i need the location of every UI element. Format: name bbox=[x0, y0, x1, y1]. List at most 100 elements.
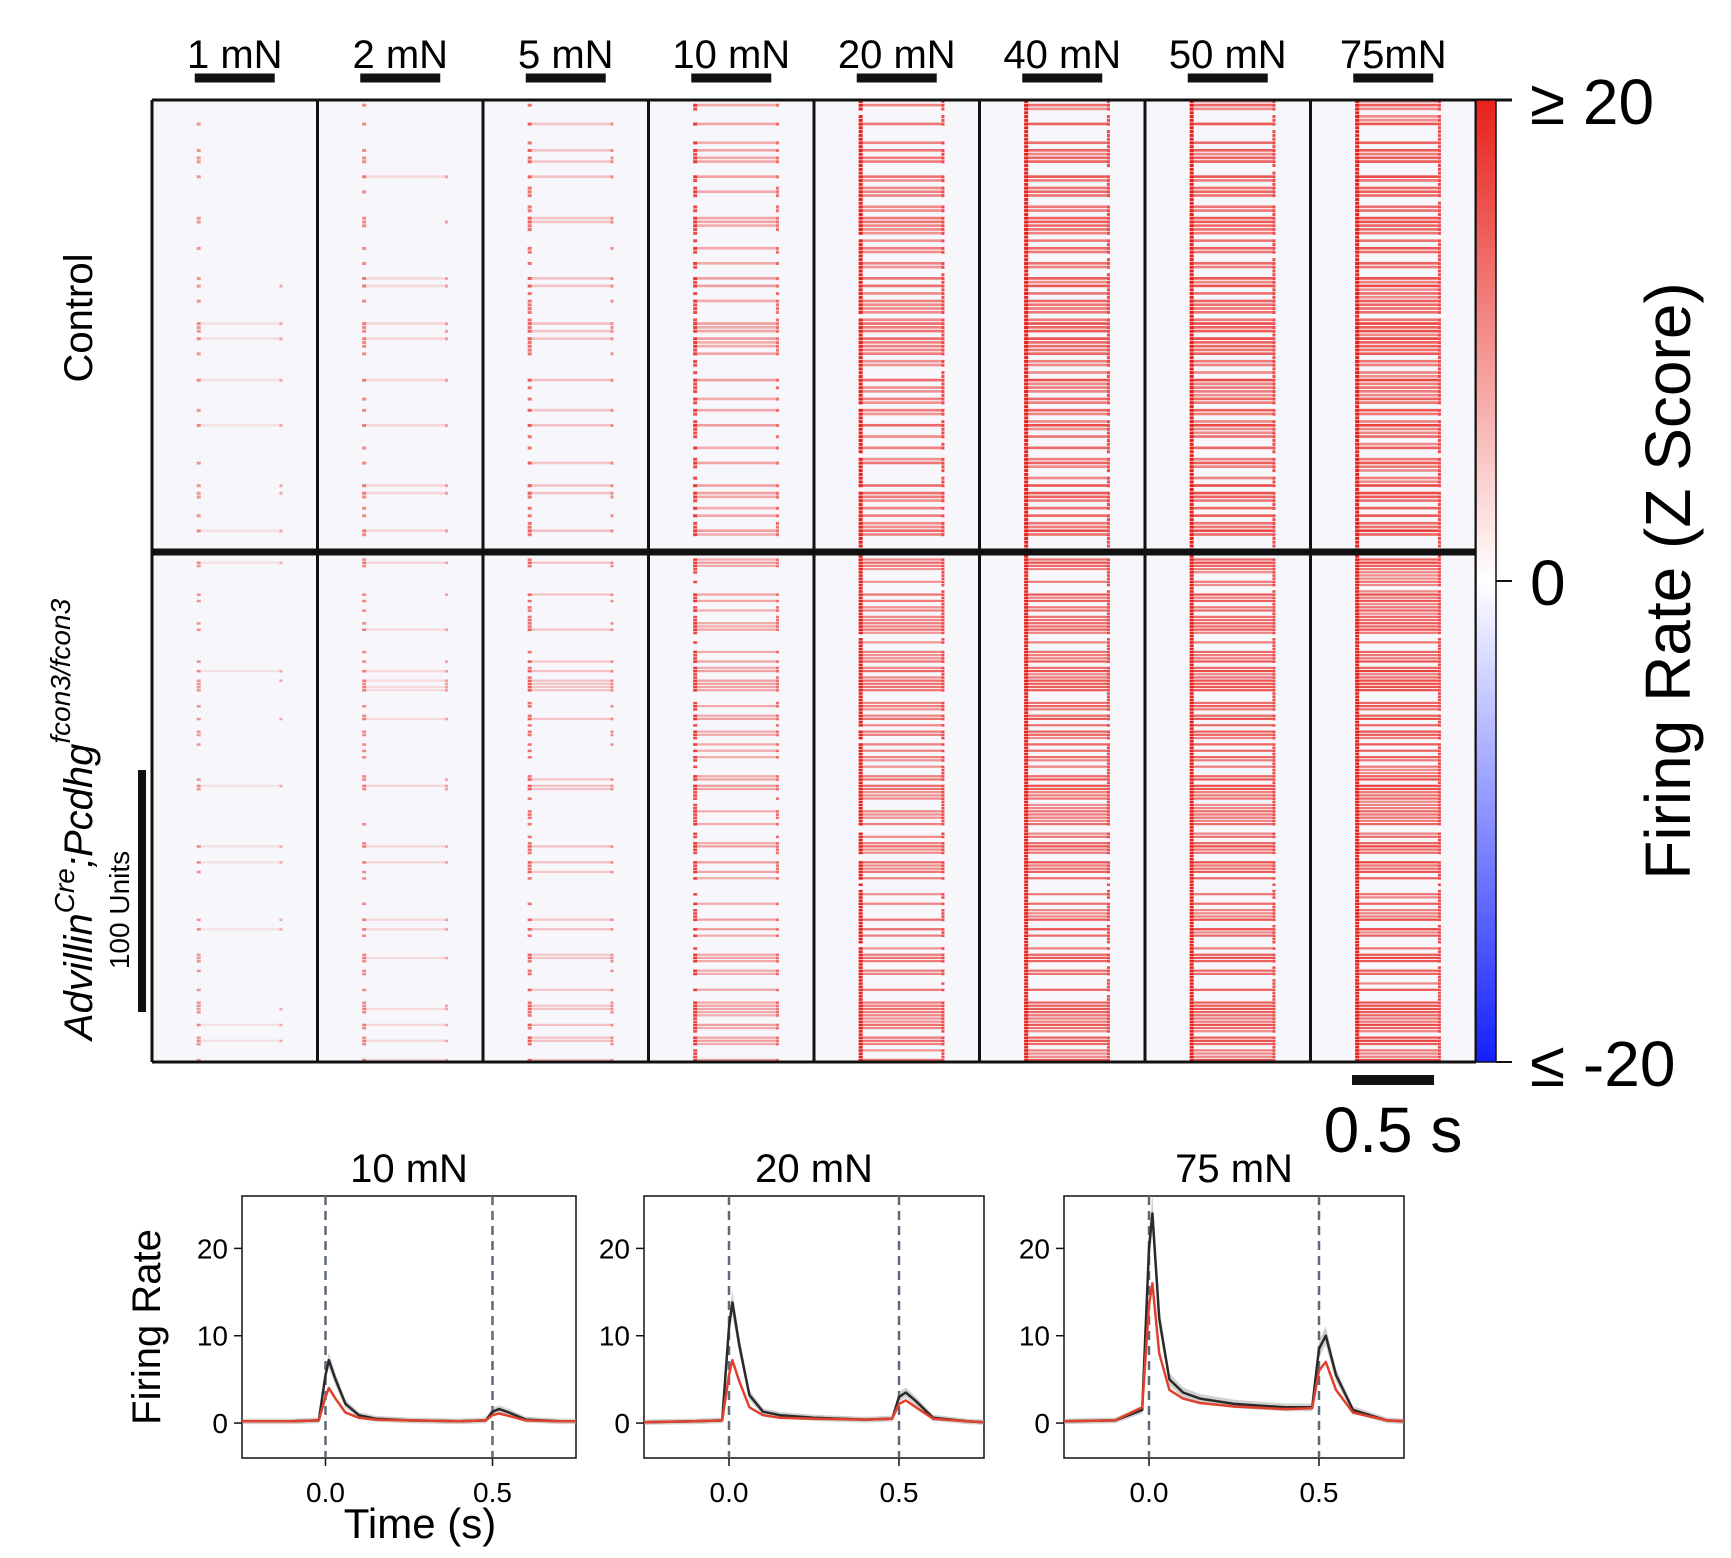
onset-mark bbox=[693, 988, 698, 992]
offset-mark bbox=[1106, 771, 1110, 775]
onset-mark bbox=[1024, 374, 1029, 378]
offset-mark bbox=[610, 660, 614, 663]
offset-mark bbox=[941, 724, 945, 727]
sustained-mark bbox=[1189, 1058, 1273, 1062]
offset-mark bbox=[775, 307, 779, 311]
offset-mark bbox=[941, 295, 945, 299]
offset-mark bbox=[1437, 231, 1441, 235]
onset-mark bbox=[693, 730, 698, 734]
offset-mark bbox=[775, 484, 779, 488]
sustained-mark bbox=[1355, 326, 1438, 329]
onset-mark bbox=[693, 533, 698, 537]
offset-mark bbox=[941, 934, 945, 938]
sustained-mark bbox=[1189, 561, 1273, 564]
offset-mark bbox=[444, 175, 448, 179]
onset-mark bbox=[196, 593, 201, 596]
offset-mark bbox=[775, 606, 779, 609]
sustained-mark bbox=[1189, 953, 1273, 956]
onset-mark bbox=[527, 842, 532, 845]
offset-mark bbox=[1106, 348, 1110, 352]
onset-mark bbox=[1024, 638, 1029, 641]
onset-mark bbox=[527, 408, 532, 412]
offset-mark bbox=[775, 220, 779, 224]
offset-mark bbox=[1272, 239, 1276, 243]
offset-mark bbox=[1106, 544, 1110, 548]
offset-mark bbox=[1437, 1052, 1441, 1055]
onset-mark bbox=[196, 784, 201, 788]
onset-mark bbox=[1024, 115, 1029, 119]
sustained-mark bbox=[858, 1042, 942, 1046]
offset-mark bbox=[1272, 265, 1276, 269]
offset-mark bbox=[941, 787, 945, 791]
onset-mark bbox=[1024, 439, 1029, 443]
onset-mark bbox=[693, 322, 698, 326]
onset-mark bbox=[1024, 130, 1029, 134]
offset-mark bbox=[1106, 558, 1110, 561]
offset-mark bbox=[1437, 644, 1441, 647]
offset-mark bbox=[1437, 540, 1441, 544]
offset-mark bbox=[1272, 269, 1276, 273]
sustained-mark bbox=[196, 529, 280, 533]
sustained-mark bbox=[858, 1011, 942, 1014]
onset-mark bbox=[1189, 921, 1194, 925]
offset-mark bbox=[1106, 650, 1110, 654]
onset-mark bbox=[858, 698, 863, 702]
onset-mark bbox=[858, 893, 863, 896]
sustained-mark bbox=[858, 310, 942, 314]
heatmap-panel-0-1 bbox=[317, 100, 483, 552]
onset-mark bbox=[1355, 998, 1360, 1001]
offset-mark bbox=[1437, 657, 1441, 660]
sustained-mark bbox=[362, 669, 445, 673]
onset-mark bbox=[858, 499, 863, 503]
onset-mark bbox=[693, 657, 698, 660]
sustained-mark bbox=[1189, 175, 1273, 178]
sustained-mark bbox=[362, 484, 445, 487]
offset-mark bbox=[941, 705, 945, 708]
onset-mark bbox=[362, 682, 367, 686]
onset-mark bbox=[196, 564, 201, 568]
offset-mark bbox=[1106, 625, 1110, 628]
onset-mark bbox=[693, 292, 698, 296]
offset-mark bbox=[610, 1058, 614, 1062]
sustained-mark bbox=[1189, 216, 1273, 220]
sustained-mark bbox=[858, 484, 942, 487]
offset-mark bbox=[941, 484, 945, 488]
sustained-mark bbox=[1355, 791, 1438, 794]
onset-mark bbox=[693, 1007, 698, 1011]
offset-mark bbox=[941, 564, 945, 568]
sustained-mark bbox=[1355, 845, 1438, 848]
onset-mark bbox=[196, 1039, 201, 1043]
onset-mark bbox=[362, 1007, 367, 1011]
onset-mark bbox=[1024, 295, 1029, 299]
sustained-mark bbox=[693, 622, 776, 625]
onset-mark bbox=[1024, 197, 1029, 201]
sustained-mark bbox=[1355, 988, 1438, 991]
sustained-mark bbox=[1189, 641, 1273, 644]
offset-mark bbox=[775, 972, 779, 976]
onset-mark bbox=[1024, 356, 1029, 360]
onset-mark bbox=[362, 599, 367, 603]
onset-mark bbox=[1024, 896, 1029, 899]
offset-mark bbox=[1106, 1049, 1110, 1052]
offset-mark bbox=[1272, 224, 1276, 228]
sustained-mark bbox=[1355, 851, 1438, 854]
offset-mark bbox=[1272, 940, 1276, 944]
offset-mark bbox=[1437, 352, 1441, 356]
sustained-mark bbox=[858, 934, 942, 937]
offset-mark bbox=[1106, 1023, 1110, 1027]
sustained-mark bbox=[1189, 593, 1273, 596]
offset-mark bbox=[775, 689, 779, 692]
onset-mark bbox=[527, 822, 532, 826]
offset-mark bbox=[1272, 107, 1276, 111]
sustained-mark bbox=[1024, 292, 1107, 295]
sustained-mark bbox=[1024, 689, 1107, 692]
offset-mark bbox=[1437, 205, 1441, 209]
offset-mark bbox=[1437, 822, 1441, 826]
offset-mark bbox=[941, 775, 945, 778]
onset-mark bbox=[527, 682, 532, 686]
offset-mark bbox=[941, 175, 945, 179]
offset-mark bbox=[1272, 326, 1276, 330]
offset-mark bbox=[1106, 329, 1110, 333]
offset-mark bbox=[1272, 322, 1276, 326]
onset-mark bbox=[1024, 985, 1029, 989]
